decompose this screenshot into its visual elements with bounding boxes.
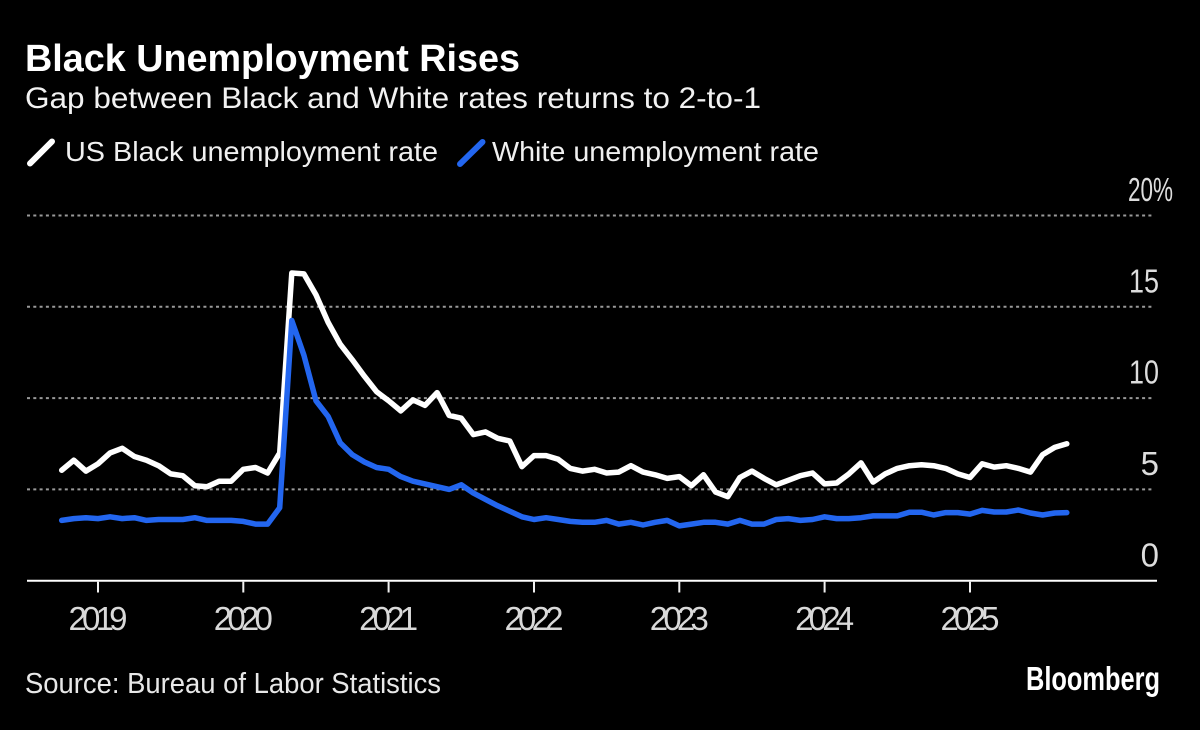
svg-text:2020: 2020	[214, 600, 273, 637]
svg-text:15: 15	[1129, 262, 1159, 299]
svg-text:2023: 2023	[650, 600, 709, 637]
svg-text:Gap between Black and White ra: Gap between Black and White rates return…	[25, 82, 761, 115]
svg-text:2021: 2021	[359, 600, 418, 637]
svg-text:2019: 2019	[69, 600, 128, 637]
svg-text:10: 10	[1129, 354, 1159, 391]
svg-text:2024: 2024	[795, 600, 854, 637]
svg-text:White unemployment rate: White unemployment rate	[492, 136, 819, 167]
svg-text:5: 5	[1141, 445, 1159, 482]
svg-text:2025: 2025	[941, 600, 1000, 637]
svg-text:0: 0	[1141, 536, 1159, 573]
svg-text:US Black unemployment rate: US Black unemployment rate	[65, 136, 438, 167]
svg-text:20%: 20%	[1128, 171, 1173, 208]
svg-text:2022: 2022	[505, 600, 564, 637]
svg-text:Black Unemployment Rises: Black Unemployment Rises	[25, 38, 520, 80]
svg-text:Bloomberg: Bloomberg	[1026, 660, 1160, 697]
svg-text:Source: Bureau of Labor Statis: Source: Bureau of Labor Statistics	[25, 668, 441, 700]
